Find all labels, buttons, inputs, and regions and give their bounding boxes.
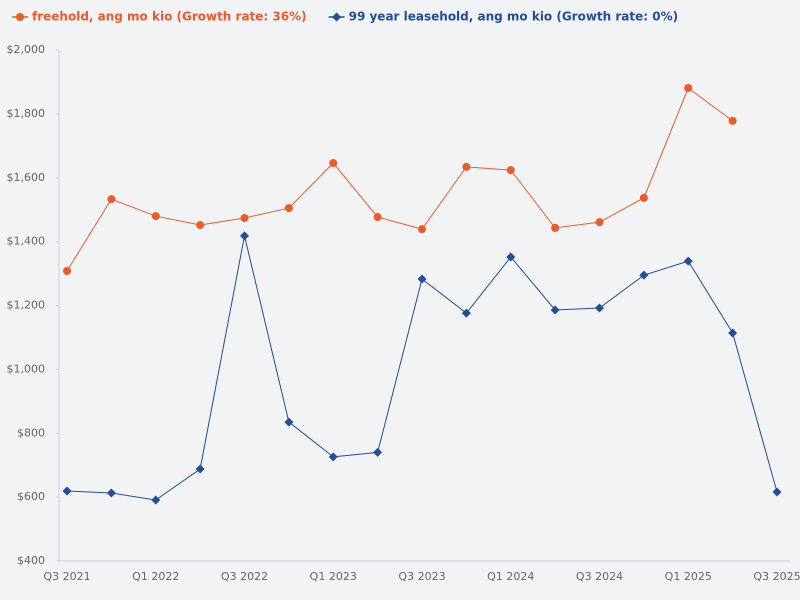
x-tick-label: Q3 2023 bbox=[398, 570, 445, 583]
x-tick-label: Q1 2022 bbox=[132, 570, 179, 583]
data-point bbox=[151, 495, 161, 505]
data-point bbox=[595, 303, 604, 313]
y-tick-label: $1,800 bbox=[7, 107, 46, 120]
data-point bbox=[684, 84, 693, 93]
x-tick-label: Q3 2024 bbox=[576, 570, 623, 583]
data-point bbox=[550, 305, 560, 315]
data-point bbox=[728, 328, 738, 338]
y-tick-label: $800 bbox=[17, 426, 45, 439]
data-point bbox=[417, 274, 427, 284]
data-point bbox=[683, 256, 693, 266]
data-point bbox=[551, 223, 560, 232]
data-point bbox=[462, 162, 471, 171]
y-tick-label: $2,000 bbox=[7, 43, 46, 56]
data-point bbox=[772, 487, 782, 497]
x-tick-label: Q3 2021 bbox=[43, 570, 90, 583]
legend-label: 99 year leasehold, ang mo kio (Growth ra… bbox=[349, 10, 679, 24]
y-tick-label: $1,600 bbox=[7, 171, 46, 184]
x-tick-label: Q3 2025 bbox=[753, 570, 800, 583]
x-tick-label: Q1 2024 bbox=[487, 570, 534, 583]
y-tick-label: $1,000 bbox=[7, 362, 46, 375]
data-point bbox=[240, 231, 249, 241]
data-point bbox=[284, 204, 293, 213]
data-point bbox=[196, 221, 205, 230]
y-tick-label: $1,400 bbox=[7, 235, 46, 248]
data-point bbox=[195, 464, 205, 474]
y-tick-label: $1,200 bbox=[7, 299, 46, 312]
data-point bbox=[639, 270, 649, 280]
x-tick-label: Q3 2022 bbox=[221, 570, 268, 583]
data-point bbox=[506, 166, 515, 175]
y-tick-label: $400 bbox=[17, 554, 45, 567]
y-tick-label: $600 bbox=[17, 490, 45, 503]
data-point bbox=[639, 193, 648, 202]
data-point bbox=[329, 159, 338, 168]
legend-marker bbox=[16, 13, 24, 21]
data-point bbox=[63, 267, 71, 276]
legend-marker bbox=[332, 12, 342, 22]
data-point bbox=[461, 308, 471, 318]
data-point bbox=[107, 195, 116, 204]
data-point bbox=[106, 488, 116, 498]
data-point bbox=[284, 417, 294, 427]
data-point bbox=[373, 447, 383, 457]
data-point bbox=[328, 452, 338, 462]
data-point bbox=[240, 213, 249, 222]
data-point bbox=[418, 225, 426, 234]
data-point bbox=[728, 116, 737, 125]
legend-label: freehold, ang mo kio (Growth rate: 36%) bbox=[32, 10, 307, 24]
series-line bbox=[66, 87, 733, 272]
x-tick-label: Q1 2023 bbox=[310, 570, 357, 583]
data-point bbox=[151, 212, 160, 221]
data-point bbox=[62, 486, 72, 496]
x-tick-label: Q1 2025 bbox=[665, 570, 712, 583]
data-point bbox=[506, 252, 516, 262]
data-point bbox=[373, 213, 382, 222]
data-point bbox=[595, 218, 604, 227]
